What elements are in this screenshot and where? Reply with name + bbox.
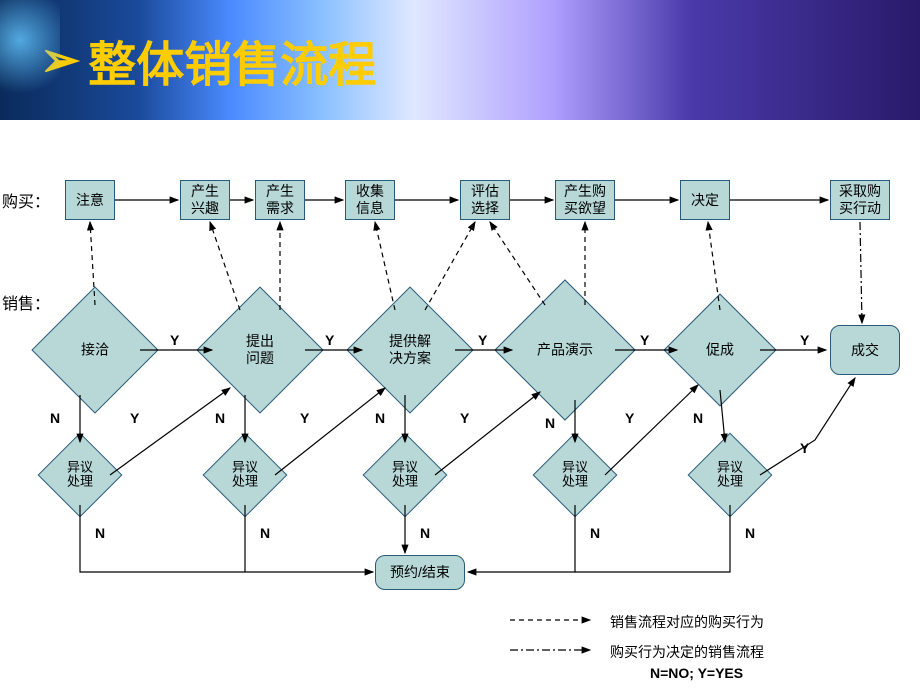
objection-node-4: 异议处理 (545, 445, 605, 505)
sell-node-solution: 提供解决方案 (365, 305, 455, 395)
edge-n-o4: N (590, 525, 600, 541)
buy-node-decide: 决定 (680, 180, 730, 220)
legend-note: N=NO; Y=YES (650, 665, 743, 681)
edge-y-o4: Y (625, 410, 634, 426)
edge-n-o5: N (745, 525, 755, 541)
legend-dashdot: 购买行为决定的销售流程 (610, 642, 764, 662)
objection-node-1: 异议处理 (50, 445, 110, 505)
end-node: 预约/结束 (375, 555, 465, 590)
objection-node-2: 异议处理 (215, 445, 275, 505)
buy-node-collect: 收集信息 (345, 180, 395, 220)
title-bullet-icon: ➢ (40, 32, 80, 88)
slide-title: 整体销售流程 (88, 25, 376, 95)
edge-y-o1: Y (130, 410, 139, 426)
sell-node-demo: 产品演示 (515, 300, 615, 400)
edge-y-o5: Y (800, 440, 809, 456)
edge-n-o2: N (260, 525, 270, 541)
buy-node-interest: 产生兴趣 (180, 180, 230, 220)
edge-y-5: Y (800, 332, 809, 348)
edge-n-1: N (50, 410, 60, 426)
objection-node-3: 异议处理 (375, 445, 435, 505)
buy-row-label: 购买： (2, 188, 50, 212)
objection-node-5: 异议处理 (700, 445, 760, 505)
edge-n-o3: N (420, 525, 430, 541)
sell-node-close: 促成 (680, 310, 760, 390)
sell-node-question: 提出问题 (215, 305, 305, 395)
legend-dashed: 销售流程对应的购买行为 (610, 612, 764, 632)
buy-node-desire: 产生购买欲望 (555, 180, 615, 220)
edge-n-5: N (693, 410, 703, 426)
edge-y-o3: Y (460, 410, 469, 426)
edge-y-1: Y (170, 332, 179, 348)
edge-n-4: N (545, 415, 555, 431)
edge-y-3: Y (478, 332, 487, 348)
buy-node-evaluate: 评估选择 (460, 180, 510, 220)
sell-node-contact: 接洽 (50, 305, 140, 395)
edge-y-4: Y (640, 332, 649, 348)
sell-row-label: 销售： (2, 290, 50, 314)
edge-y-o2: Y (300, 410, 309, 426)
buy-node-action: 采取购买行动 (830, 180, 890, 220)
edge-n-3: N (375, 410, 385, 426)
slide-header: ➢ 整体销售流程 (0, 0, 920, 120)
flowchart-diagram: 购买： 销售： 注意 产生兴趣 产生需求 收集信息 评估选择 产生购买欲望 决定… (0, 130, 920, 690)
sell-node-deal: 成交 (830, 325, 900, 375)
buy-node-demand: 产生需求 (255, 180, 305, 220)
edge-y-2: Y (325, 332, 334, 348)
edge-n-2: N (215, 410, 225, 426)
edge-n-o1: N (95, 525, 105, 541)
buy-node-attention: 注意 (65, 180, 115, 220)
